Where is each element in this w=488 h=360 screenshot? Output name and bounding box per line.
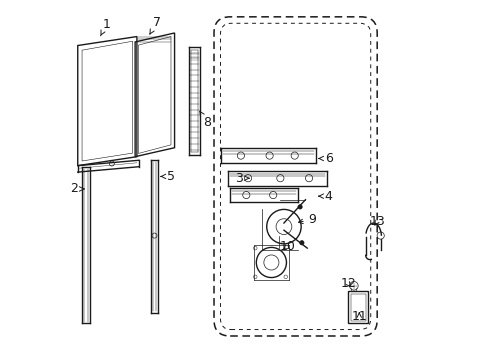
Bar <box>350 294 365 321</box>
Text: 11: 11 <box>351 310 366 323</box>
Circle shape <box>299 240 304 245</box>
Circle shape <box>109 161 114 166</box>
Text: 10: 10 <box>279 240 295 253</box>
Text: 4: 4 <box>318 190 332 203</box>
Text: 3: 3 <box>235 172 248 185</box>
Text: 1: 1 <box>101 18 110 36</box>
Text: 6: 6 <box>318 152 332 165</box>
Text: 2: 2 <box>70 183 84 195</box>
Text: 8: 8 <box>199 111 210 129</box>
Text: 12: 12 <box>340 278 356 291</box>
Text: 7: 7 <box>149 16 161 34</box>
Bar <box>348 291 367 323</box>
Text: 9: 9 <box>298 213 316 226</box>
Text: 13: 13 <box>368 215 384 228</box>
Circle shape <box>297 205 302 209</box>
Text: 5: 5 <box>161 170 175 183</box>
